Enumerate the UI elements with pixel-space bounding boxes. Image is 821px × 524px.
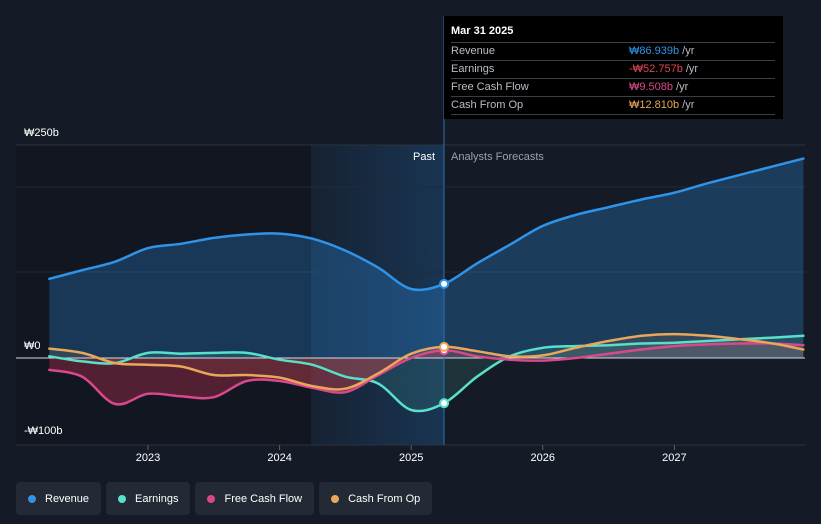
past-label: Past (413, 151, 435, 163)
legend-dot-icon (207, 494, 216, 503)
marker-earnings (439, 398, 450, 409)
marker-revenue (439, 278, 450, 289)
legend-label: Cash From Op (348, 492, 421, 505)
tooltip-row: Earnings -₩52.757b/yr (451, 60, 775, 78)
tooltip-row: Free Cash Flow ₩9.508b/yr (451, 78, 775, 96)
series-area-free-cash-flow (49, 343, 804, 405)
y-tick-label: ₩250b (24, 127, 59, 139)
series-lines (48, 157, 805, 413)
legend-label: Revenue (45, 492, 90, 505)
series-line-revenue (48, 157, 805, 292)
x-axis: 2023 2024 2025 2026 2027 (136, 445, 687, 464)
x-tick-label: 2027 (662, 452, 686, 464)
series-area-revenue (49, 158, 804, 358)
tooltip-label: Cash From Op (451, 99, 524, 111)
series-area-earnings (49, 335, 804, 412)
series-line-cash-from-op (48, 332, 805, 391)
legend-label: Earnings (135, 492, 179, 505)
legend: Revenue Earnings Free Cash Flow Cash From O… (16, 482, 433, 515)
tooltip-value: ₩86.939b (629, 45, 680, 57)
series-markers (439, 278, 450, 409)
tooltip: Mar 31 2025 Revenue ₩86.939b/yr Earnings -₩… (444, 16, 783, 119)
legend-item-earnings[interactable]: Earnings (106, 482, 191, 515)
tooltip-rows: Revenue ₩86.939b/yr Earnings -₩52.757b/yr Fr… (451, 42, 775, 115)
x-tick-label: 2025 (399, 452, 423, 464)
tooltip-label: Earnings (451, 63, 495, 75)
y-tick-label: ₩0 (24, 340, 41, 352)
legend-item-revenue[interactable]: Revenue (16, 482, 102, 515)
tooltip-bottom-rule (451, 114, 775, 115)
tooltip-unit: /yr (685, 63, 699, 75)
tooltip-row: Cash From Op ₩12.810b/yr (451, 96, 775, 114)
marker-cash-from-op (439, 341, 450, 352)
tooltip-unit: /yr (682, 45, 695, 57)
legend-dot-icon (118, 494, 127, 503)
series-area-cash-from-op (49, 334, 804, 390)
legend-dot-icon (331, 494, 340, 503)
series-line-free-cash-flow (48, 342, 805, 406)
series-line-earnings (48, 334, 805, 413)
legend-item-cash-from-op[interactable]: Cash From Op (319, 482, 433, 515)
tooltip-value: ₩12.810b (629, 99, 680, 111)
x-tick-label: 2023 (136, 452, 160, 464)
y-tick-label: -₩100b (24, 425, 63, 437)
y-axis: ₩250b ₩0 -₩100b (24, 127, 63, 437)
tooltip-value: -₩52.757b (629, 63, 683, 75)
legend-item-free-cash-flow[interactable]: Free Cash Flow (195, 482, 315, 515)
x-tick-label: 2024 (267, 452, 291, 464)
tooltip-unit: /yr (676, 81, 689, 93)
legend-dot-icon (28, 494, 36, 503)
tooltip-label: Free Cash Flow (451, 81, 529, 93)
forecast-label: Analysts Forecasts (451, 151, 544, 163)
tooltip-label: Revenue (451, 45, 496, 57)
legend-label: Free Cash Flow (224, 492, 303, 505)
tooltip-date: Mar 31 2025 (451, 25, 514, 37)
recent-past-highlight (311, 145, 444, 445)
tooltip-row: Revenue ₩86.939b/yr (451, 42, 775, 60)
series-areas (16, 158, 805, 412)
x-tick-label: 2026 (531, 452, 555, 464)
tooltip-value: ₩9.508b (629, 81, 674, 93)
tooltip-unit: /yr (682, 99, 695, 111)
